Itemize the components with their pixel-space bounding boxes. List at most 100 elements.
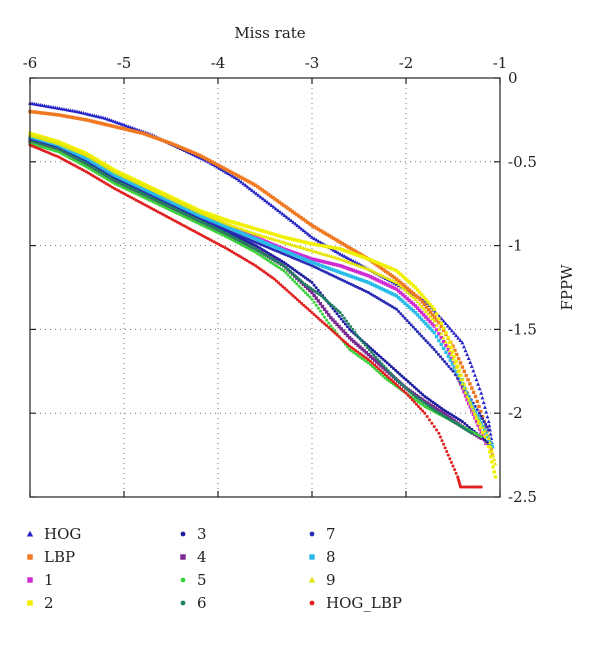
data-point <box>456 377 460 381</box>
data-point <box>32 141 37 145</box>
data-point <box>323 265 327 269</box>
data-point <box>448 457 452 461</box>
data-point <box>104 181 108 185</box>
data-point <box>201 155 206 160</box>
data-point <box>271 244 275 248</box>
data-point <box>95 176 99 180</box>
data-point <box>401 299 405 304</box>
plot-frame <box>29 77 501 498</box>
data-point <box>360 278 364 282</box>
data-point <box>486 436 491 440</box>
data-point <box>164 140 169 144</box>
data-point <box>474 414 479 419</box>
y-tick-label: -1.5 <box>508 320 537 338</box>
data-point <box>425 401 429 405</box>
data-point <box>318 318 322 322</box>
data-point <box>93 168 97 173</box>
data-point <box>492 470 496 474</box>
data-point <box>320 251 325 256</box>
data-point <box>466 397 471 402</box>
data-point <box>149 191 154 195</box>
data-point <box>97 173 101 177</box>
data-point <box>327 261 332 265</box>
data-point <box>407 280 411 284</box>
data-point <box>141 131 145 136</box>
data-point <box>67 115 71 119</box>
legend-marker <box>180 600 186 606</box>
data-point <box>234 229 238 233</box>
data-point <box>364 256 368 260</box>
data-point <box>469 364 474 368</box>
data-point <box>91 119 95 124</box>
data-point <box>386 283 390 287</box>
data-point <box>225 168 230 172</box>
data-point <box>277 234 282 238</box>
data-point <box>39 143 43 147</box>
data-point <box>480 414 485 419</box>
data-point <box>455 369 460 373</box>
data-point <box>377 279 381 283</box>
data-point <box>80 117 84 121</box>
data-point <box>206 224 210 228</box>
data-point <box>264 235 269 239</box>
data-point <box>290 237 295 241</box>
data-point <box>262 229 266 234</box>
data-point <box>175 203 180 207</box>
data-point <box>399 297 403 302</box>
data-point <box>247 234 251 238</box>
data-point <box>110 177 114 181</box>
data-point <box>370 269 375 273</box>
data-point <box>406 393 410 397</box>
data-point <box>347 267 351 271</box>
data-point <box>439 324 443 329</box>
data-point <box>318 228 323 233</box>
data-point <box>103 164 108 169</box>
data-point <box>444 350 448 355</box>
data-point <box>199 210 204 215</box>
data-point <box>407 288 412 292</box>
data-point <box>305 283 309 287</box>
data-point <box>331 236 336 241</box>
data-point <box>243 183 248 187</box>
data-point <box>447 348 452 352</box>
data-point <box>352 347 356 351</box>
data-point <box>331 318 335 322</box>
data-point <box>208 218 212 222</box>
data-point <box>406 380 410 384</box>
data-point <box>344 259 349 263</box>
data-point <box>425 396 429 400</box>
data-point <box>264 230 269 234</box>
data-point <box>325 244 329 249</box>
data-point <box>448 340 452 345</box>
data-point <box>41 143 45 148</box>
data-point <box>333 255 338 260</box>
data-point <box>308 279 312 283</box>
legend-label: HOG <box>44 525 81 543</box>
data-point <box>171 201 175 205</box>
data-point <box>446 414 450 418</box>
data-point <box>413 394 417 398</box>
data-point <box>119 122 124 126</box>
data-point <box>236 178 241 182</box>
data-point <box>128 180 132 185</box>
data-point <box>398 386 402 390</box>
data-point <box>117 175 121 179</box>
legend-item-hog-lbp: HOG_LBP <box>309 594 402 612</box>
data-point <box>443 321 448 326</box>
legend-item-3: 3 <box>180 525 207 543</box>
data-point <box>256 265 260 269</box>
data-point <box>89 159 93 163</box>
data-point <box>262 270 266 274</box>
data-point <box>371 276 375 280</box>
data-point <box>312 283 316 287</box>
data-point <box>84 163 89 167</box>
data-point <box>402 376 406 380</box>
data-point <box>377 285 381 290</box>
data-point <box>430 406 434 410</box>
data-point <box>310 290 314 295</box>
data-point <box>275 233 279 237</box>
data-point <box>437 320 441 325</box>
data-point <box>99 162 104 166</box>
data-point <box>283 240 288 245</box>
data-point <box>343 331 348 336</box>
